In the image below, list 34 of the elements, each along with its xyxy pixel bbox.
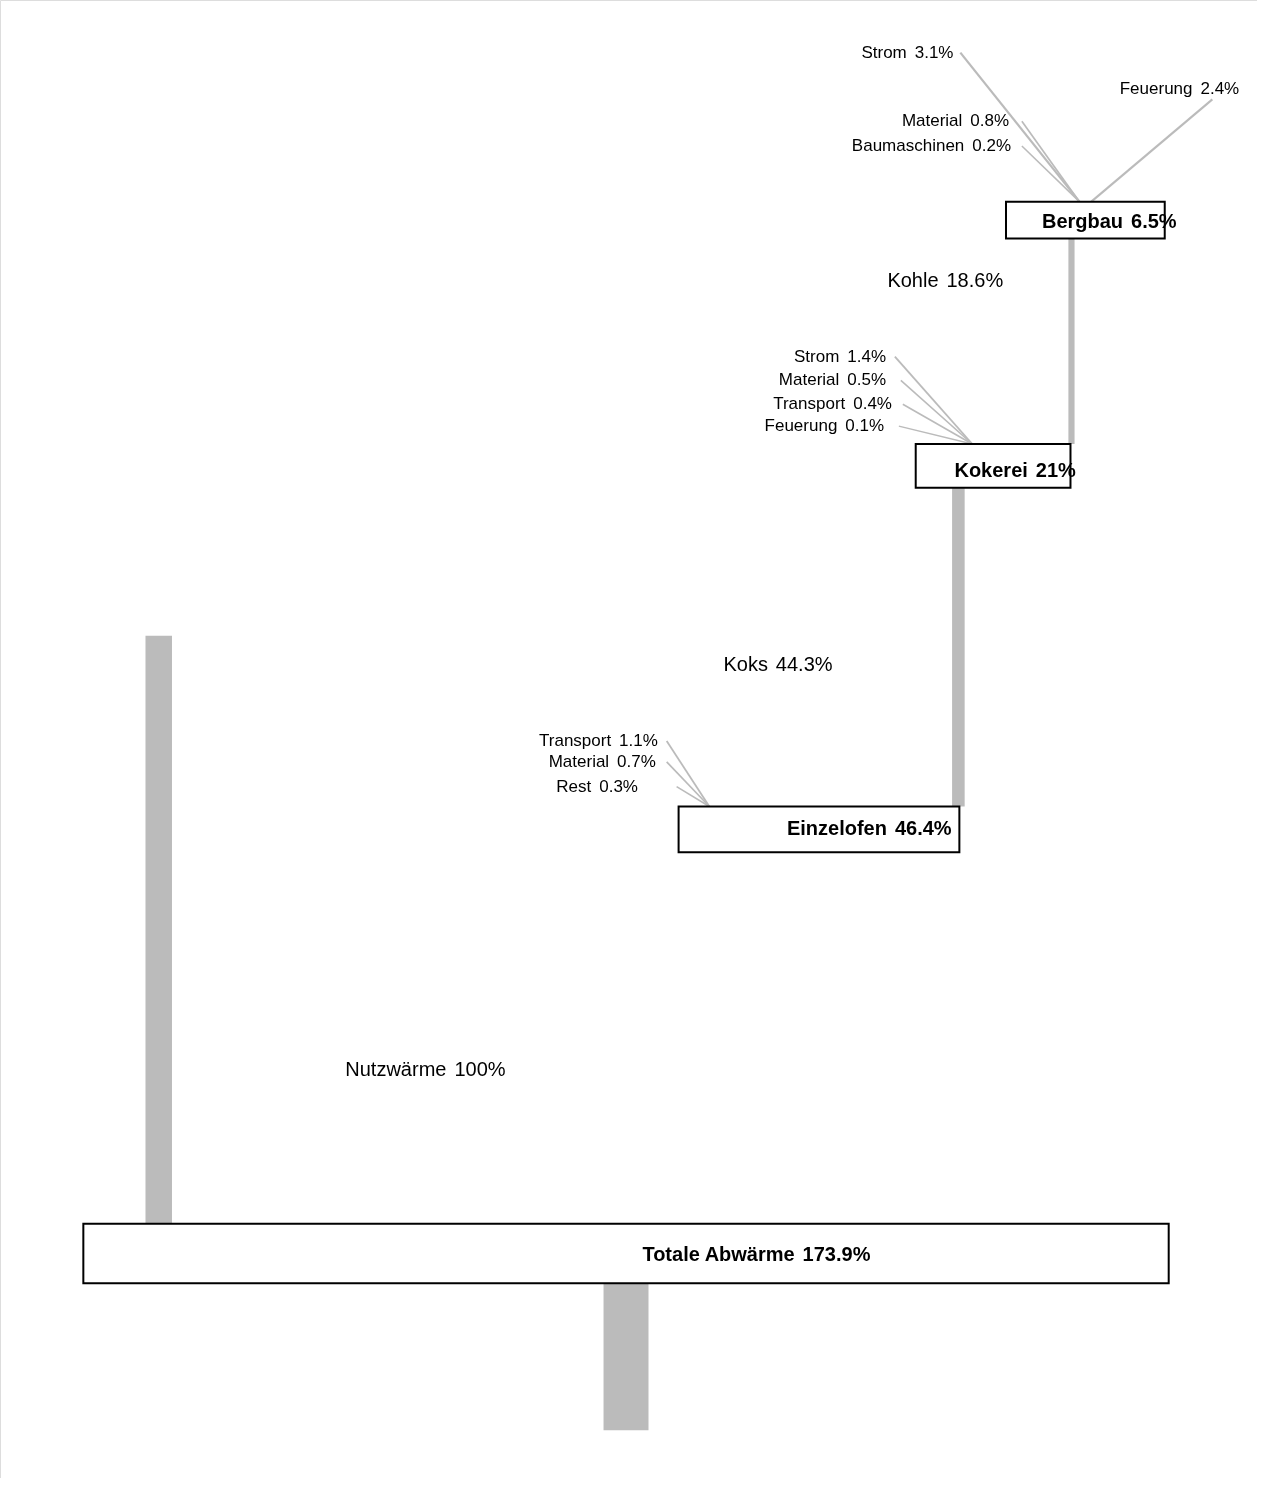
data-label: 2.4%: [1200, 79, 1240, 99]
data-label: 44.3%: [775, 653, 833, 676]
category-label: Transport: [773, 394, 846, 414]
category-label: Material: [901, 111, 963, 131]
category-label: Koks: [723, 653, 768, 676]
category-label: Strom: [793, 346, 840, 366]
data-label: 100%: [454, 1057, 506, 1080]
category-label: Baumaschinen: [851, 136, 965, 156]
data-label: 0.5%: [847, 370, 887, 390]
data-label: 3.1%: [914, 42, 954, 62]
category-label: Einzelofen: [786, 817, 887, 840]
category-label: Totale Abwärme: [642, 1242, 795, 1265]
category-label: Bergbau: [1041, 210, 1124, 233]
data-label: 173.9%: [802, 1242, 871, 1265]
data-label: 0.7%: [617, 751, 656, 771]
category-label: Material: [778, 370, 840, 390]
data-label: 0.8%: [970, 111, 1010, 131]
category-label: Kokerei: [954, 458, 1028, 481]
data-label: 0.1%: [845, 416, 885, 436]
category-label: Nutzwärme: [345, 1057, 447, 1080]
category-label: Kohle: [887, 269, 939, 292]
category-label: Feuerung: [1119, 79, 1193, 99]
data-label: 0.3%: [599, 776, 638, 796]
data-label: 1.1%: [619, 730, 658, 750]
category-label: Rest: [556, 776, 592, 796]
category-label: Transport: [539, 730, 612, 750]
category-label: Material: [548, 751, 610, 771]
category-label: Strom: [861, 42, 907, 62]
data-label: 46.4%: [894, 817, 952, 840]
data-label: 1.4%: [847, 346, 887, 366]
category-label: Feuerung: [764, 416, 838, 436]
data-label: 0.4%: [853, 394, 892, 414]
data-label: 18.6%: [946, 269, 1004, 292]
data-label: 0.2%: [972, 136, 1012, 156]
